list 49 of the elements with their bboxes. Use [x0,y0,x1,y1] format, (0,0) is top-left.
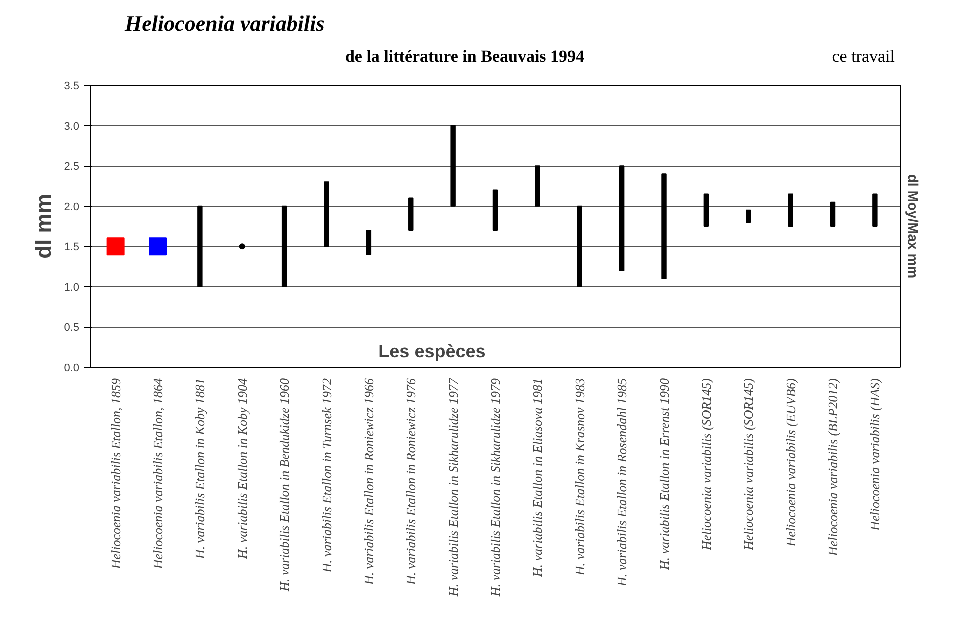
bar [662,174,667,280]
y-tick-label: 0.5 [64,322,80,334]
y-tick-label: 3.5 [64,80,80,92]
y-tick-label: 1.0 [64,282,80,294]
bar [366,230,372,256]
x-tick-label: Heliocoenia variabilis (BLP2012) [826,378,840,558]
x-tick-label: H. variabilis Etallon in Roniewicz 1976 [404,378,419,586]
bar [830,202,836,227]
bar [450,125,456,207]
y-tick-label: 0.0 [64,362,80,374]
x-tick-label: Heliocoenia variabilis (HAS) [868,378,883,532]
bar [872,194,878,227]
x-tick-label: Heliocoenia variabilis (SOR145) [698,378,714,552]
bar [408,198,414,232]
y-axis-title: dl mm [31,194,56,259]
x-tick-label: H. variabilis Etallon in Eliasova 1981 [530,378,546,578]
y2-axis-title: dl Moy/Max mm [906,174,922,279]
bar [535,166,540,207]
bar [704,194,710,227]
x-tick-label: Heliocoenia variabilis Etallon, 1859 [108,378,124,570]
bar [492,190,498,232]
y-tick-label: 1.5 [64,242,80,254]
x-tick-label: Heliocoenia variabilis (EUVB6) [783,378,798,548]
bar [577,206,582,288]
x-tick-label: H. variabilis Etallon in Bendukidze 1960 [277,378,292,593]
y-tick-label: 2.0 [64,201,80,214]
x-tick-label: H. variabilis Etallon in Sikharulidze 1977 [446,378,461,598]
x-tick-label: H. variabilis Etallon in Roniewicz 1966 [361,378,376,586]
bar [198,206,203,288]
x-tick-label: H. variabilis Etallon in Krasnov 1983 [572,378,588,577]
x-tick-label: H. variabilis Etallon in Turnsek 1972 [319,378,334,574]
bar [282,206,288,288]
x-axis-title: Les espèces [378,342,486,362]
text: ce travail [832,47,895,67]
x-tick-label: H. variabilis Etallon in Rosendahl 1985 [614,378,630,588]
x-tick-label: Heliocoenia variabilis Etallon, 1864 [150,378,166,570]
bar [746,210,752,223]
y-tick-label: 3.0 [64,120,80,133]
x-tick-label: Heliocoenia variabilis (SOR145) [741,378,756,552]
chart-subtitle: de la littérature in Beauvais 1994 [345,47,585,67]
x-tick-label: H. variabilis Etallon in Errenst 1990 [656,378,672,572]
x-tick-label: H. variabilis Etallon in Sikharulidze 1979 [488,378,503,598]
bar [324,182,330,248]
x-tick-label: H. variabilis Etallon in Koby 1904 [234,378,250,560]
y-tick-label: 2.5 [64,161,80,174]
chart-title: Heliocoenia variabilis [125,11,325,37]
bar [619,166,625,272]
x-tick-label: H. variabilis Etallon in Koby 1881 [192,378,208,560]
bar [788,194,794,227]
